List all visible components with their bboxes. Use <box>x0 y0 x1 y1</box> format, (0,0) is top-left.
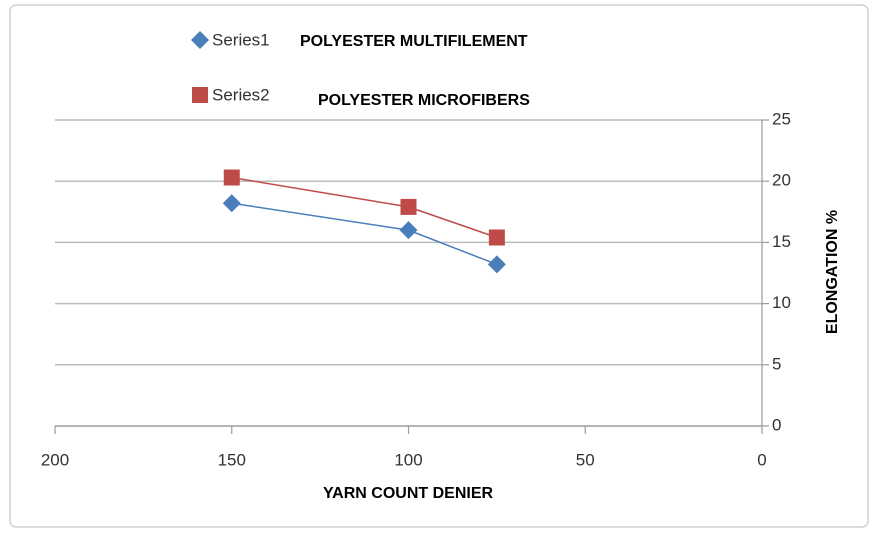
data-point <box>399 221 418 240</box>
data-point <box>487 255 506 274</box>
legend-marker <box>192 87 208 103</box>
y-tick-label: 15 <box>772 232 791 251</box>
y-tick-label: 20 <box>772 171 791 190</box>
x-axis-label: YARN COUNT DENIER <box>323 485 494 502</box>
x-tick-label: 100 <box>394 450 422 469</box>
y-tick-label: 25 <box>772 109 791 128</box>
x-tick-label: 0 <box>757 450 766 469</box>
x-tick-label: 200 <box>41 450 69 469</box>
x-tick-label: 150 <box>218 450 246 469</box>
legend-label: Series1 <box>212 30 270 49</box>
y-tick-label: 0 <box>772 415 781 434</box>
annotation: POLYESTER MULTIFILEMENT <box>300 33 528 50</box>
annotation: POLYESTER MICROFIBERS <box>318 92 530 109</box>
y-tick-label: 10 <box>772 293 791 312</box>
y-tick-label: 5 <box>772 354 781 373</box>
legend-label: Series2 <box>212 85 270 104</box>
data-point <box>488 229 505 246</box>
legend-marker <box>191 31 209 49</box>
x-tick-label: 50 <box>576 450 595 469</box>
y-axis-label: ELONGATION % <box>824 210 841 334</box>
data-point <box>400 198 417 215</box>
data-point <box>223 169 240 186</box>
data-point <box>222 194 241 213</box>
chart-border <box>9 4 869 528</box>
